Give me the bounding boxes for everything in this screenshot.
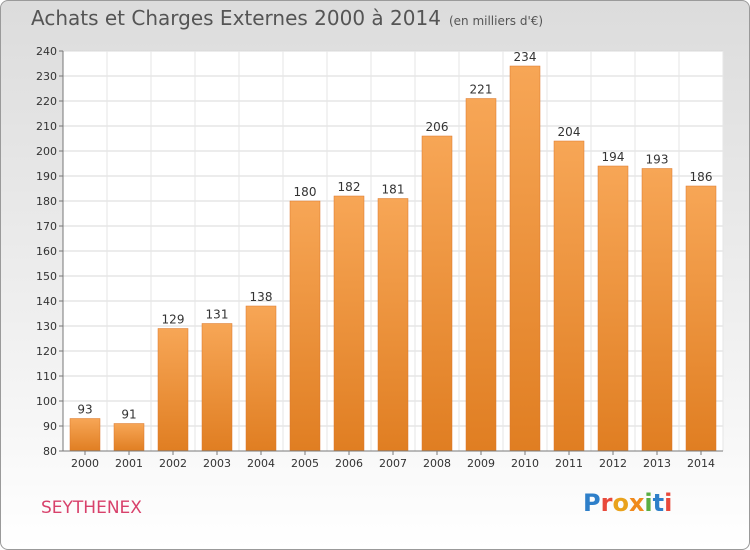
y-tick-label: 230 (36, 70, 57, 83)
x-tick-label: 2001 (115, 457, 143, 470)
bar (597, 165, 629, 452)
chart-subtitle: (en milliers d'€) (448, 14, 544, 28)
logo-letter: i (644, 489, 653, 517)
x-tick-label: 2000 (71, 457, 99, 470)
bar (553, 140, 585, 452)
chart-title: Achats et Charges Externes 2000 à 2014 (e… (31, 6, 543, 30)
bar-value-label: 138 (250, 290, 273, 304)
y-tick-label: 100 (36, 395, 57, 408)
bar-value-label: 221 (470, 83, 493, 97)
bar-value-label: 93 (77, 403, 92, 417)
y-tick-label: 210 (36, 120, 57, 133)
y-tick-label: 240 (36, 45, 57, 58)
proxiti-logo[interactable]: Proxiti (583, 489, 672, 517)
commune-name: SEYTHENEX (41, 498, 142, 518)
x-tick-label: 2002 (159, 457, 187, 470)
bar-value-label: 194 (602, 150, 625, 164)
x-tick-label: 2007 (379, 457, 407, 470)
bar (69, 418, 101, 452)
chart-title-text: Achats et Charges Externes 2000 à 2014 (31, 6, 441, 30)
x-tick-label: 2010 (511, 457, 539, 470)
x-tick-label: 2008 (423, 457, 451, 470)
bar-value-label: 234 (514, 50, 537, 64)
x-tick-label: 2013 (643, 457, 671, 470)
y-tick-label: 90 (43, 420, 57, 433)
bar-value-label: 182 (338, 180, 361, 194)
bar (377, 198, 409, 452)
bar-value-label: 129 (162, 313, 185, 327)
bar-value-label: 193 (646, 153, 669, 167)
y-tick-label: 200 (36, 145, 57, 158)
logo-letter: o (612, 489, 629, 517)
bar-value-label: 91 (121, 408, 136, 422)
x-tick-label: 2012 (599, 457, 627, 470)
bar-value-label: 180 (294, 185, 317, 199)
bar-value-label: 204 (558, 125, 581, 139)
y-tick-label: 150 (36, 270, 57, 283)
logo-letter: r (600, 489, 613, 517)
x-tick-label: 2004 (247, 457, 275, 470)
bar (289, 200, 321, 452)
bar-value-label: 181 (382, 183, 405, 197)
bar (113, 423, 145, 452)
bar-value-label: 186 (690, 170, 713, 184)
x-tick-label: 2005 (291, 457, 319, 470)
logo-letter: P (583, 489, 601, 517)
bar (421, 135, 453, 452)
logo-letter: i (664, 489, 673, 517)
y-tick-label: 220 (36, 95, 57, 108)
y-tick-label: 160 (36, 245, 57, 258)
bar (157, 328, 189, 452)
axes-group: 80 90 100 110 120 130 140 150 160 170 180 190 200 210… (36, 45, 723, 470)
bar (641, 168, 673, 452)
y-tick-label: 180 (36, 195, 57, 208)
x-tick-label: 2006 (335, 457, 363, 470)
y-tick-label: 110 (36, 370, 57, 383)
x-tick-label: 2003 (203, 457, 231, 470)
logo-letter: t (652, 489, 665, 517)
bar-value-label: 206 (426, 120, 449, 134)
y-tick-label: 120 (36, 345, 57, 358)
bar (245, 305, 277, 452)
y-tick-label: 80 (43, 445, 57, 458)
logo-letter: x (628, 489, 645, 517)
bars-group: 93 91 129 131 138 180 182 181 206 221 234 204 194 193… (69, 50, 717, 452)
bar (201, 323, 233, 452)
y-tick-label: 190 (36, 170, 57, 183)
bar (465, 98, 497, 452)
bar (333, 195, 365, 452)
bar-value-label: 131 (206, 308, 229, 322)
y-tick-label: 140 (36, 295, 57, 308)
x-tick-label: 2011 (555, 457, 583, 470)
x-tick-label: 2009 (467, 457, 495, 470)
y-tick-label: 130 (36, 320, 57, 333)
bar (509, 65, 541, 452)
y-tick-label: 170 (36, 220, 57, 233)
bar (685, 185, 717, 452)
x-tick-label: 2014 (687, 457, 715, 470)
